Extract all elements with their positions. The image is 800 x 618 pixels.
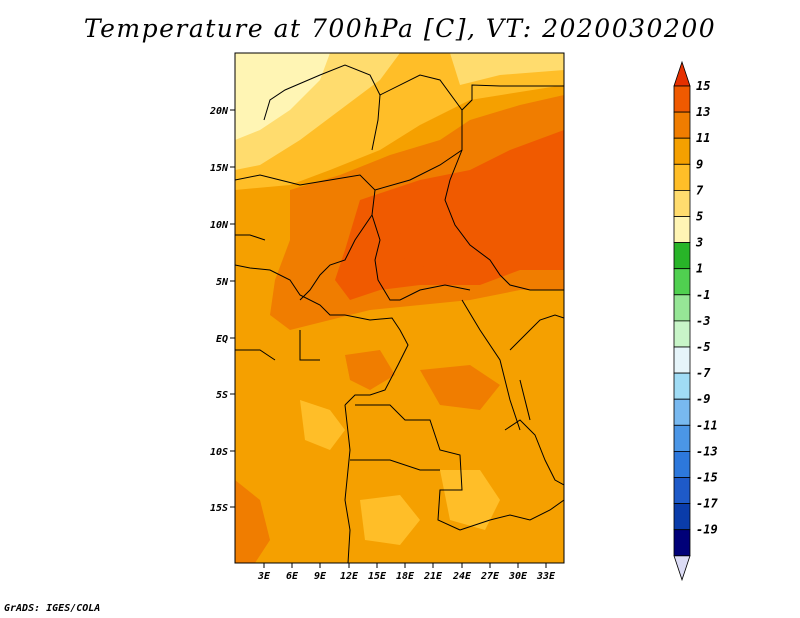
lon-label: 30E [508,571,528,582]
lat-label: 10N [210,220,229,231]
colorbar-swatch [673,450,691,478]
colorbar-swatch [673,398,691,426]
colorbar-label: -3 [696,314,710,328]
colorbar-swatch [673,320,691,348]
colorbar-label: 7 [696,183,704,197]
colorbar-swatch [673,346,691,374]
colorbar-swatch [673,85,691,113]
lat-label: EQ [216,334,228,345]
colorbar-label: 5 [696,210,703,224]
colorbar-swatch [673,189,691,217]
lat-label: 5S [216,390,228,401]
lat-label: 5N [216,277,229,288]
colorbar: 15 13 11 9 7 5 3 1 -1 -3 -5 -7 -9 -11 -13 -15 -17 -19 [673,60,718,582]
lat-label: 10S [210,447,228,458]
colorbar-label: 3 [695,236,703,250]
lon-label: 3E [257,571,271,582]
lat-label: 15N [210,163,229,174]
colorbar-label: -13 [696,444,718,458]
colorbar-label: -15 [696,471,718,485]
temperature-field [235,53,564,563]
lat-label: 15S [210,503,228,514]
colorbar-swatch [673,242,691,270]
lon-label: 18E [396,571,415,582]
colorbar-swatch [673,294,691,322]
lon-label: 6E [286,571,299,582]
lon-label: 24E [452,571,472,582]
colorbar-swatch [673,163,691,191]
lon-label: 9E [314,571,327,582]
map-title: Temperature at 700hPa [C], VT: 202003020… [83,14,717,43]
colorbar-label: -17 [696,497,718,511]
lon-label: 33E [536,571,556,582]
colorbar-label: -11 [696,418,718,432]
colorbar-swatch [673,477,691,505]
lon-label: 12E [340,571,359,582]
lat-label: 20N [209,106,229,117]
colorbar-label: -19 [696,523,718,537]
colorbar-label: 13 [696,105,710,119]
colorbar-swatch [673,111,691,139]
colorbar-label: 1 [696,262,703,276]
colorbar-label: -7 [696,366,711,380]
colorbar-swatch [673,372,691,400]
colorbar-swatch [673,216,691,244]
colorbar-label: 9 [696,157,703,171]
lon-label: 21E [423,571,443,582]
lon-label: 15E [368,571,387,582]
credit-text: GrADS: IGES/COLA [4,603,101,614]
colorbar-label: 11 [696,131,710,145]
colorbar-swatch [673,137,691,165]
colorbar-swatch [673,424,691,452]
colorbar-label: -9 [696,392,710,406]
longitude-axis: 3E 6E 9E 12E 15E 18E 21E 24E 27E 30E 33E [257,563,556,582]
colorbar-label: -5 [696,340,710,354]
colorbar-arrow-top [673,60,691,87]
colorbar-arrow-bottom [673,555,691,582]
colorbar-swatch [673,529,691,557]
colorbar-label: -1 [696,288,710,302]
colorbar-swatch [673,268,691,296]
map-frame [234,52,565,564]
colorbar-label: 15 [696,79,710,93]
lon-label: 27E [480,571,500,582]
colorbar-swatch [673,503,691,531]
latitude-axis: 20N 15N 10N 5N EQ 5S 10S 15S [209,106,235,514]
